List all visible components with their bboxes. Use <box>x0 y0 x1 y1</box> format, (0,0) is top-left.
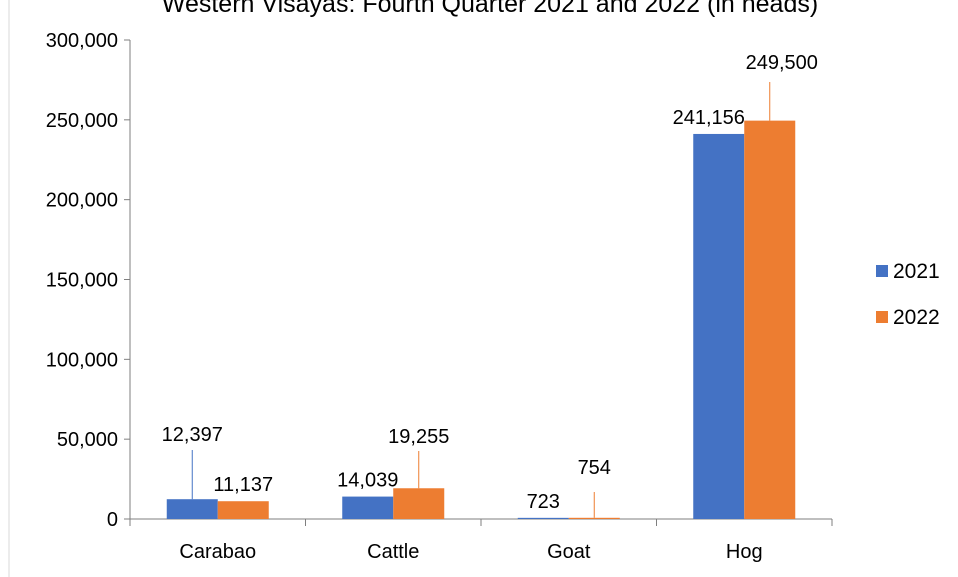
y-tick-label: 150,000 <box>46 270 118 292</box>
x-tick-label: Goat <box>547 541 591 563</box>
x-axis: Carabao Cattle Goat Hog <box>129 518 833 563</box>
bars <box>166 120 796 520</box>
bar-2022-carabao <box>217 501 269 519</box>
x-tick-label: Cattle <box>367 541 419 563</box>
legend-label: 2021 <box>893 260 940 283</box>
data-label: 19,255 <box>388 426 449 448</box>
legend: 2021 2022 <box>876 260 940 329</box>
bar-2021-carabao <box>166 499 218 519</box>
y-tick-label: 50,000 <box>57 429 118 451</box>
label-leader-lines <box>191 82 771 518</box>
bar-2021-goat <box>517 517 569 519</box>
bar-2021-hog <box>693 133 745 519</box>
y-tick-label: 100,000 <box>46 349 118 371</box>
data-label: 11,137 <box>213 474 273 496</box>
bar-2022-cattle <box>393 488 445 519</box>
bar-2022-goat <box>568 517 620 519</box>
chart-title: Western Visayas: Fourth Quarter 2021 and… <box>162 0 818 18</box>
y-tick-label: 200,000 <box>46 190 118 212</box>
x-tick-label: Carabao <box>179 541 256 563</box>
legend-swatch-2021 <box>876 265 888 277</box>
data-label: 723 <box>527 491 560 513</box>
y-axis: 0 50,000 100,000 150,000 200,000 250,000 300,0… <box>46 30 131 531</box>
data-label: 754 <box>578 457 611 479</box>
y-tick-label: 0 <box>107 509 118 531</box>
data-labels: 12,397 14,039 723 241,156 11,137 19,255 754 249… <box>162 52 818 513</box>
y-tick-label: 300,000 <box>46 30 118 52</box>
legend-swatch-2022 <box>876 311 888 323</box>
data-label: 14,039 <box>337 470 398 492</box>
x-tick-label: Hog <box>726 541 763 563</box>
data-label: 241,156 <box>673 107 745 129</box>
data-label: 12,397 <box>162 424 223 446</box>
bar-2022-hog <box>744 120 796 520</box>
data-label: 249,500 <box>746 52 818 74</box>
legend-label: 2022 <box>893 306 940 329</box>
bar-2021-cattle <box>342 496 394 519</box>
y-tick-label: 250,000 <box>46 110 118 132</box>
